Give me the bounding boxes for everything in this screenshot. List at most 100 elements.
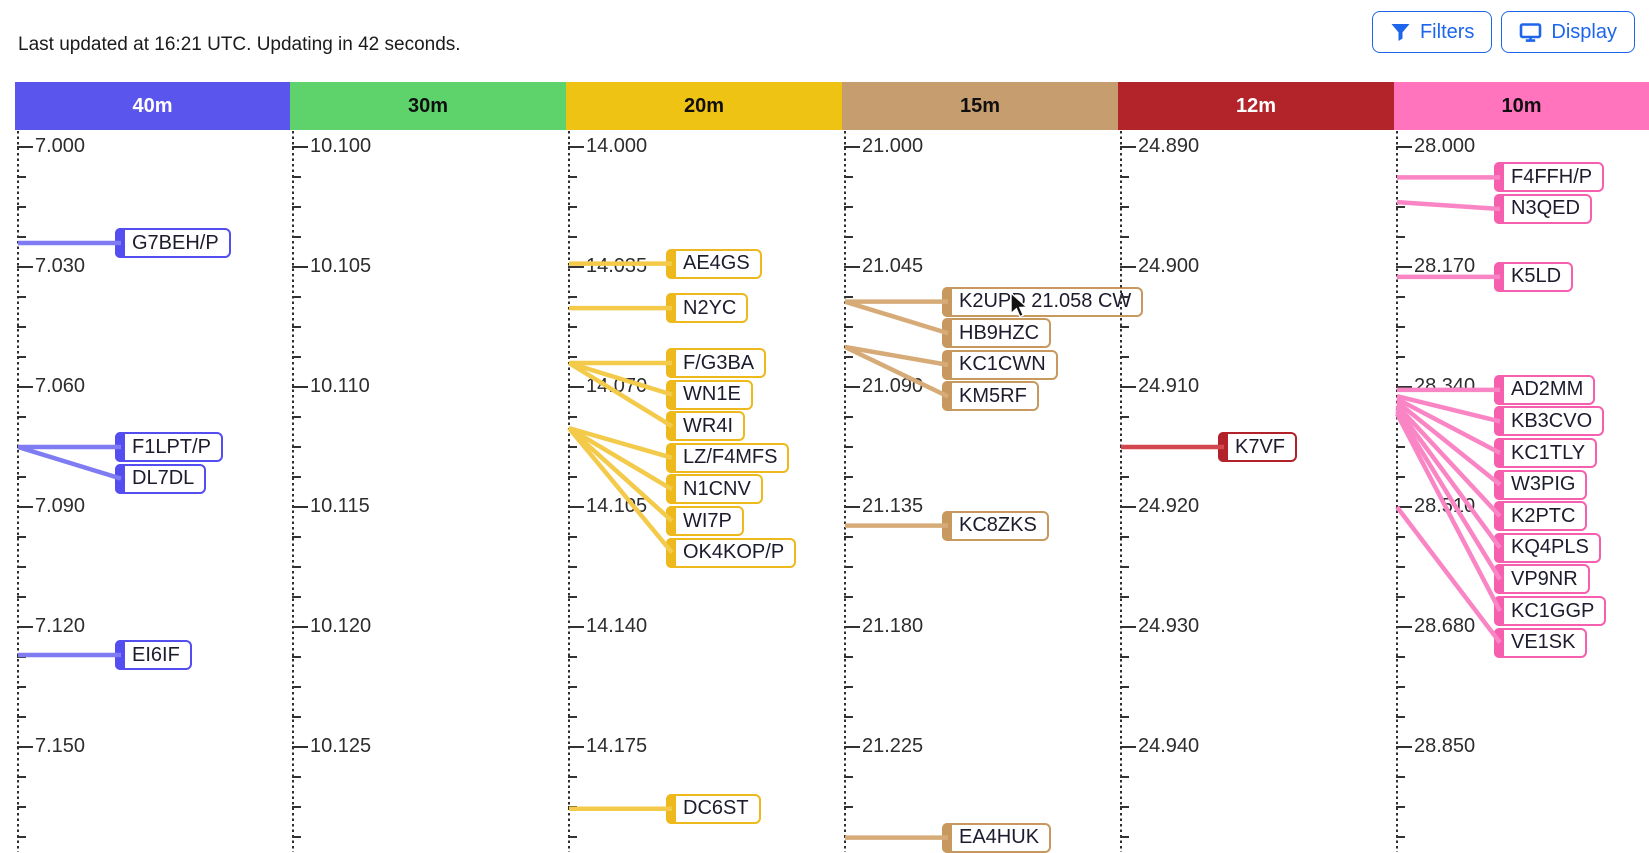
major-tick [292,146,308,148]
spot-VE1SK[interactable]: VE1SK [1494,627,1588,658]
band-header-label: 10m [1501,94,1542,117]
minor-tick [844,176,853,178]
minor-tick [568,596,577,598]
spot-EI6IF[interactable]: EI6IF [115,640,192,670]
minor-tick [1120,296,1129,298]
spot-G7BEH/P[interactable]: G7BEH/P [115,228,231,258]
spot-DL7DL[interactable]: DL7DL [115,463,207,494]
spot-accent-bar [1494,469,1504,500]
minor-tick [568,236,577,238]
frequency-tick-label: 28.000 [1414,135,1476,158]
filters-button-label: Filters [1419,20,1475,43]
spot-EA4HUK[interactable]: EA4HUK [942,822,1052,853]
spot-callsign: LZ/F4MFS [683,446,778,469]
minor-tick [1120,326,1129,328]
spot-callsign: HB9HZC [959,321,1040,344]
major-tick [568,746,584,748]
frequency-tick-label: 14.175 [586,735,648,758]
frequency-tick-label: 21.135 [862,495,924,518]
major-tick [1120,626,1136,628]
minor-tick [17,716,26,718]
spot-WR4I[interactable]: WR4I [666,411,745,442]
spot-callsign: N3QED [1511,197,1580,220]
major-tick [1396,146,1412,148]
frequency-tick-label: 24.930 [1138,615,1200,638]
spot-K5LD[interactable]: K5LD [1494,261,1574,292]
frequency-tick-label: 21.180 [862,615,924,638]
spot-callsign: EA4HUK [959,826,1040,849]
spot-KC1GGP[interactable]: KC1GGP [1494,596,1607,627]
frequency-tick-label: 24.910 [1138,375,1200,398]
spot-KC8ZKS[interactable]: KC8ZKS [942,510,1049,541]
minor-tick [1120,656,1129,658]
spot-F1LPT/P[interactable]: F1LPT/P [115,432,223,462]
minor-tick [1120,446,1129,448]
spot-callsign: VP9NR [1511,567,1578,590]
minor-tick [17,176,26,178]
filters-button[interactable]: Filters [1371,11,1493,53]
major-tick [844,386,860,388]
band-header-label: 40m [132,94,173,117]
major-tick [292,266,308,268]
spot-HB9HZC[interactable]: HB9HZC [942,318,1052,349]
spot-K2PTC[interactable]: K2PTC [1494,501,1588,532]
display-monitor-icon [1519,22,1542,43]
minor-tick [568,566,577,568]
spot-AD2MM[interactable]: AD2MM [1494,374,1596,405]
minor-tick [568,176,577,178]
minor-tick [17,536,26,538]
spot-K7VF[interactable]: K7VF [1218,432,1298,462]
spot-F/G3BA[interactable]: F/G3BA [666,348,767,378]
spot-K2UPD[interactable]: K2UPD 21.058 CW [942,286,1144,317]
frequency-tick-label: 10.110 [310,375,370,398]
spot-accent-bar [942,349,952,380]
spot-callsign: WN1E [683,383,741,406]
frequency-tick-label: 28.340 [1414,375,1476,398]
minor-tick [292,236,301,238]
spot-callsign: WR4I [683,414,733,437]
minor-tick [1396,566,1405,568]
major-tick [1396,266,1412,268]
minor-tick [1396,446,1405,448]
spot-KB3CVO[interactable]: KB3CVO [1494,406,1605,437]
spot-callsign: WI7P [683,509,732,532]
major-tick [1396,626,1412,628]
major-tick [292,386,308,388]
band-header-10m: 10m [1394,82,1649,130]
spot-N1CNV[interactable]: N1CNV [666,474,763,505]
major-tick [568,626,584,628]
minor-tick [844,536,853,538]
minor-tick [844,446,853,448]
spot-callsign: F1LPT/P [132,435,211,458]
minor-tick [844,716,853,718]
spot-accent-bar [1494,193,1504,224]
spot-WI7P[interactable]: WI7P [666,506,744,536]
spot-accent-bar [666,348,676,378]
spot-callsign: KM5RF [959,384,1027,407]
major-tick [17,386,33,388]
spot-LZ/F4MFS[interactable]: LZ/F4MFS [666,442,790,473]
spot-callsign: AE4GS [683,252,750,275]
minor-tick [1120,236,1129,238]
spot-KM5RF[interactable]: KM5RF [942,381,1039,412]
display-button[interactable]: Display [1501,11,1635,53]
major-tick [844,506,860,508]
spot-WN1E[interactable]: WN1E [666,379,753,410]
spot-KQ4PLS[interactable]: KQ4PLS [1494,532,1601,563]
minor-tick [844,356,853,358]
spot-accent-bar [1494,162,1504,193]
spot-AE4GS[interactable]: AE4GS [666,248,762,279]
spot-W3PIG[interactable]: W3PIG [1494,469,1588,500]
spot-VP9NR[interactable]: VP9NR [1494,564,1590,595]
spot-KC1CWN[interactable]: KC1CWN [942,349,1058,380]
spot-DC6ST[interactable]: DC6ST [666,793,761,824]
spot-KC1TLY[interactable]: KC1TLY [1494,438,1598,469]
spot-OK4KOP/P[interactable]: OK4KOP/P [666,537,797,568]
frequency-axis-15m [844,131,846,852]
spot-F4FFH/P[interactable]: F4FFH/P [1494,162,1605,193]
spot-accent-bar [666,293,676,324]
minor-tick [1396,356,1405,358]
spot-N2YC[interactable]: N2YC [666,293,749,324]
minor-tick [568,806,577,808]
spot-N3QED[interactable]: N3QED [1494,193,1592,224]
